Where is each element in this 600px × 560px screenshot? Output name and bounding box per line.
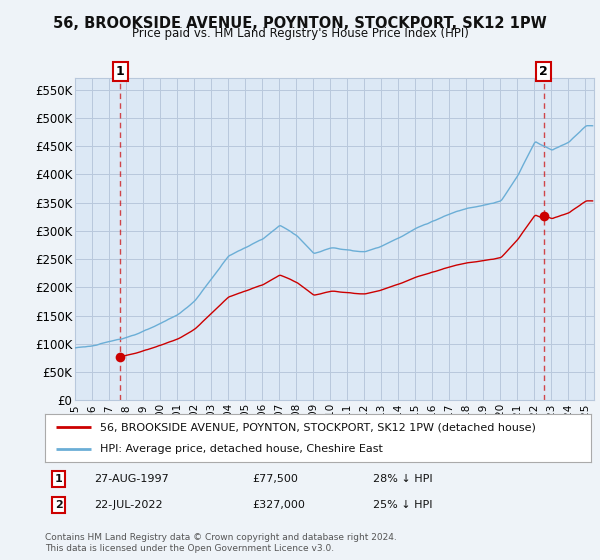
Text: £77,500: £77,500 xyxy=(253,474,298,484)
Text: 56, BROOKSIDE AVENUE, POYNTON, STOCKPORT, SK12 1PW: 56, BROOKSIDE AVENUE, POYNTON, STOCKPORT… xyxy=(53,16,547,31)
Text: 27-AUG-1997: 27-AUG-1997 xyxy=(94,474,169,484)
Text: £327,000: £327,000 xyxy=(253,500,305,510)
Text: 28% ↓ HPI: 28% ↓ HPI xyxy=(373,474,432,484)
Text: Contains HM Land Registry data © Crown copyright and database right 2024.
This d: Contains HM Land Registry data © Crown c… xyxy=(45,533,397,553)
Text: 56, BROOKSIDE AVENUE, POYNTON, STOCKPORT, SK12 1PW (detached house): 56, BROOKSIDE AVENUE, POYNTON, STOCKPORT… xyxy=(100,422,535,432)
Text: HPI: Average price, detached house, Cheshire East: HPI: Average price, detached house, Ches… xyxy=(100,444,382,454)
Text: Price paid vs. HM Land Registry's House Price Index (HPI): Price paid vs. HM Land Registry's House … xyxy=(131,27,469,40)
Text: 2: 2 xyxy=(539,65,548,78)
Text: 2: 2 xyxy=(55,500,62,510)
Text: 25% ↓ HPI: 25% ↓ HPI xyxy=(373,500,432,510)
Text: 1: 1 xyxy=(55,474,62,484)
Text: 1: 1 xyxy=(116,65,124,78)
Text: 22-JUL-2022: 22-JUL-2022 xyxy=(94,500,163,510)
